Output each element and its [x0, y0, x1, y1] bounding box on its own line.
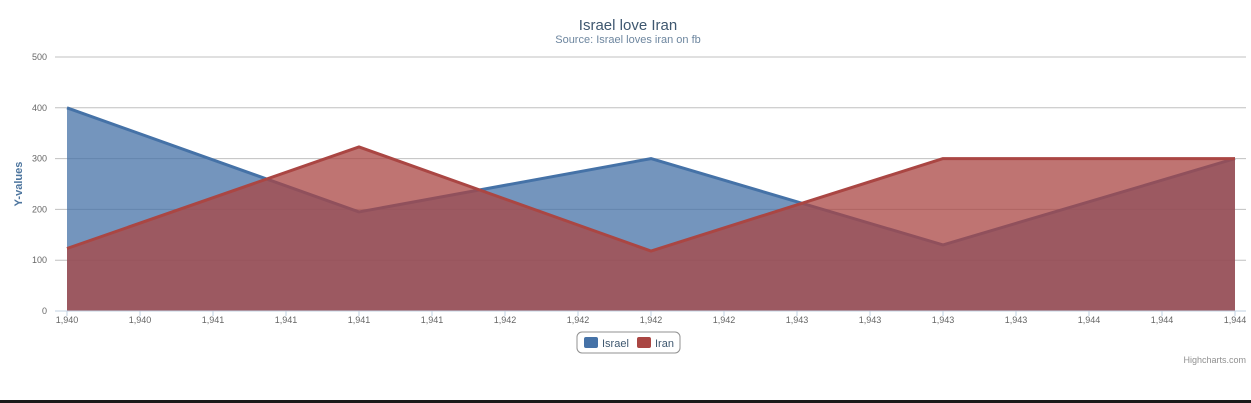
legend: Israel Iran — [576, 331, 681, 354]
x-axis-ticks: 1,940 1,940 1,941 1,941 1,941 1,941 1,942 1,942… — [56, 311, 1247, 325]
x-tick-label: 1,942 — [640, 315, 663, 325]
x-tick-label: 1,940 — [129, 315, 152, 325]
y-tick-label: 0 — [42, 306, 47, 316]
x-tick-label: 1,941 — [202, 315, 225, 325]
legend-item-israel[interactable]: Israel — [584, 337, 629, 350]
legend-item-iran[interactable]: Iran — [637, 337, 674, 350]
x-tick-label: 1,943 — [932, 315, 955, 325]
x-tick-label: 1,942 — [494, 315, 517, 325]
y-tick-label: 200 — [32, 204, 47, 214]
y-tick-label: 500 — [32, 52, 47, 62]
y-axis-title: Y-values — [13, 162, 25, 207]
legend-label-iran: Iran — [655, 338, 674, 350]
x-tick-label: 1,944 — [1151, 315, 1174, 325]
credits-link[interactable]: Highcharts.com — [1183, 355, 1246, 365]
x-tick-label: 1,943 — [786, 315, 809, 325]
legend-label-israel: Israel — [602, 338, 629, 350]
x-tick-label: 1,942 — [713, 315, 736, 325]
y-tick-label: 100 — [32, 255, 47, 265]
x-tick-label: 1,943 — [1005, 315, 1028, 325]
x-tick-label: 1,941 — [275, 315, 298, 325]
x-tick-label: 1,943 — [859, 315, 882, 325]
x-tick-label: 1,942 — [567, 315, 590, 325]
chart-subtitle: Source: Israel loves iran on fb — [555, 34, 701, 46]
legend-swatch-iran — [637, 337, 651, 348]
legend-swatch-israel — [584, 337, 598, 348]
legend-box — [576, 331, 681, 354]
y-tick-label: 400 — [32, 103, 47, 113]
x-tick-label: 1,944 — [1078, 315, 1101, 325]
series-line-iran — [66, 145, 1235, 253]
x-tick-label: 1,941 — [348, 315, 371, 325]
x-tick-label: 1,940 — [56, 315, 79, 325]
x-tick-label: 1,944 — [1224, 315, 1247, 325]
y-tick-label: 300 — [32, 154, 47, 164]
y-axis-ticks: 0 100 200 300 400 500 — [32, 52, 47, 316]
chart-title: Israel love Iran — [579, 17, 677, 34]
series-area-iran — [67, 146, 1235, 311]
x-tick-label: 1,941 — [421, 315, 444, 325]
series-areas — [66, 106, 1236, 311]
bottom-border — [0, 400, 1251, 403]
